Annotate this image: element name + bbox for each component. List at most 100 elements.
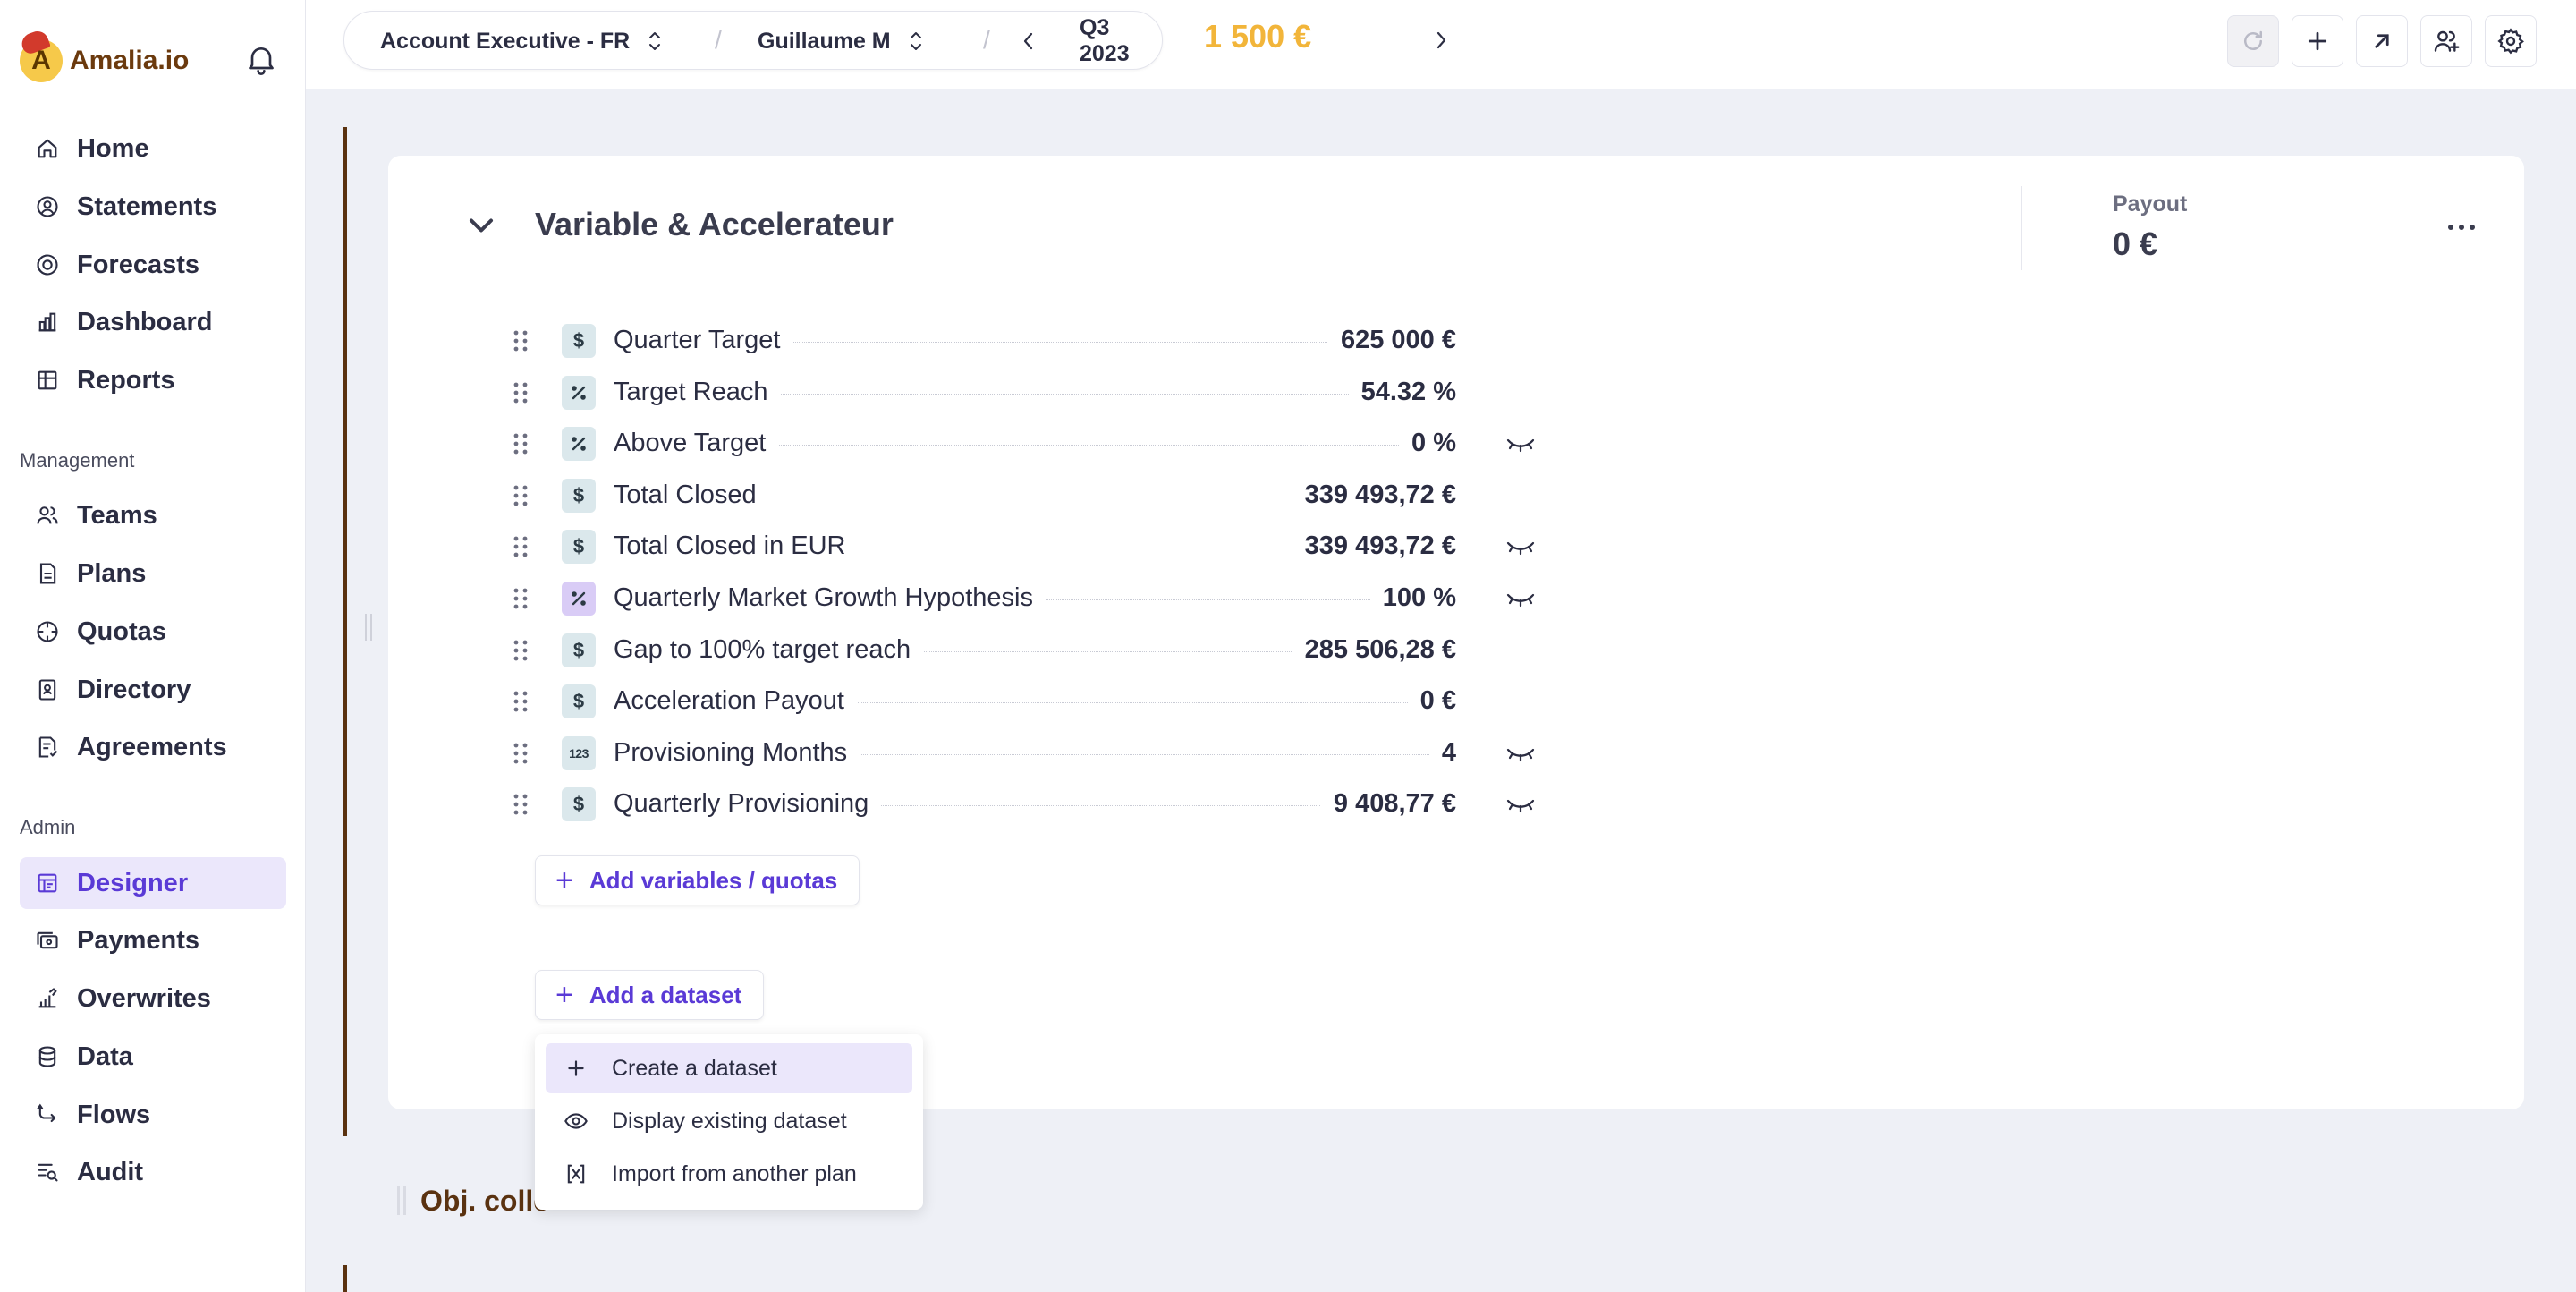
variable-row[interactable]: $ Total Closed in EUR 339 493,72 € xyxy=(508,524,2002,569)
chevron-down-icon xyxy=(469,218,494,233)
open-external-button[interactable] xyxy=(2356,15,2408,67)
plus-icon xyxy=(2308,31,2327,51)
menu-item-create-dataset[interactable]: Create a dataset xyxy=(546,1043,912,1093)
user-plus-icon xyxy=(2434,30,2460,52)
sidebar-item-label: Statements xyxy=(77,191,217,221)
variable-row[interactable]: Quarterly Market Growth Hypothesis 100 % xyxy=(508,576,2002,621)
drag-handle-icon[interactable] xyxy=(508,327,533,354)
eye-closed-icon[interactable] xyxy=(1503,740,1538,767)
notifications-bell-icon[interactable] xyxy=(243,41,279,77)
settings-button[interactable] xyxy=(2485,15,2537,67)
drag-handle-icon[interactable] xyxy=(508,379,533,406)
add-variables-button[interactable]: + Add variables / quotas xyxy=(535,855,860,905)
sidebar-item-reports[interactable]: Reports xyxy=(20,354,286,406)
sidebar-item-designer[interactable]: Designer xyxy=(20,857,286,909)
sidebar-item-data[interactable]: Data xyxy=(20,1031,286,1083)
sidebar-item-teams[interactable]: Teams xyxy=(20,489,286,541)
sidebar-item-label: Overwrites xyxy=(77,983,211,1013)
variable-row[interactable]: Above Target 0 % xyxy=(508,421,2002,466)
variable-row[interactable]: Target Reach 54.32 % xyxy=(508,370,2002,415)
leader-dots xyxy=(614,394,1429,395)
variable-row[interactable]: $ Quarter Target 625 000 € xyxy=(508,319,2002,363)
total-payout: 1 500 € xyxy=(1204,18,1312,55)
next-period-chevron[interactable] xyxy=(1119,12,1140,71)
brand[interactable]: A Amalia.io xyxy=(20,36,189,86)
variable-row[interactable]: $ Total Closed 339 493,72 € xyxy=(508,473,2002,518)
leader-dots xyxy=(614,342,1429,343)
sidebar-item-label: Designer xyxy=(77,868,189,897)
refresh-button[interactable] xyxy=(2227,15,2279,67)
add-user-button[interactable] xyxy=(2420,15,2472,67)
drag-handle-icon[interactable] xyxy=(508,482,533,509)
sidebar-item-directory[interactable]: Directory xyxy=(20,664,286,716)
variable-name[interactable]: Target Reach xyxy=(614,378,781,407)
more-options-button[interactable] xyxy=(2440,215,2483,240)
variable-value-cell: 0 % xyxy=(1134,429,1456,458)
variable-row[interactable]: $ Quarterly Provisioning 9 408,77 € xyxy=(508,782,2002,827)
sidebar-item-home[interactable]: Home xyxy=(20,123,286,174)
sidebar-item-payments[interactable]: Payments xyxy=(20,914,286,966)
drag-handle-icon[interactable] xyxy=(508,430,533,457)
divider xyxy=(2021,186,2022,270)
prev-period-button[interactable] xyxy=(1019,12,1038,71)
plus-icon xyxy=(558,1057,594,1080)
collapse-button[interactable] xyxy=(462,206,501,245)
sidebar-item-quotas[interactable]: Quotas xyxy=(20,606,286,658)
admin-section-label: Admin xyxy=(20,816,76,838)
contact-book-icon xyxy=(32,675,63,705)
eye-closed-icon[interactable] xyxy=(1503,533,1538,560)
eye-closed-icon[interactable] xyxy=(1503,430,1538,457)
drag-handle-icon[interactable] xyxy=(508,637,533,664)
variable-row[interactable]: 123 Provisioning Months 4 xyxy=(508,731,2002,776)
leader-dots xyxy=(614,651,1429,652)
variable-name[interactable]: Total Closed in EUR xyxy=(614,531,859,561)
sidebar-item-agreements[interactable]: Agreements xyxy=(20,721,286,773)
variable-name[interactable]: Above Target xyxy=(614,429,779,458)
variable-value-cell: 285 506,28 € xyxy=(1134,635,1456,665)
next-period-button[interactable] xyxy=(1431,11,1451,70)
chevron-up-down-icon xyxy=(907,30,925,53)
drag-handle-icon[interactable] xyxy=(508,533,533,560)
add-button[interactable] xyxy=(2292,15,2343,67)
variable-value: 54.32 % xyxy=(1348,378,1456,406)
user-selector[interactable]: Guillaume M xyxy=(758,12,925,71)
plan-selector[interactable]: Account Executive - FR xyxy=(380,12,664,71)
drag-handle-icon[interactable] xyxy=(508,791,533,818)
variable-name[interactable]: Total Closed xyxy=(614,480,769,510)
variable-name[interactable]: Acceleration Payout xyxy=(614,686,857,716)
sidebar-item-audit[interactable]: Audit xyxy=(20,1146,286,1198)
variable-value: 339 493,72 € xyxy=(1292,480,1456,509)
sidebar-item-overwrites[interactable]: Overwrites xyxy=(20,973,286,1024)
variable-name[interactable]: Quarterly Market Growth Hypothesis xyxy=(614,583,1046,613)
next-rule-section[interactable]: Obj. collc xyxy=(397,1181,549,1220)
eye-closed-icon[interactable] xyxy=(1503,585,1538,612)
rule-title: Variable & Accelerateur xyxy=(535,206,894,242)
forecast-icon xyxy=(32,250,63,280)
section-accent-bar xyxy=(343,1265,347,1292)
variable-value: 285 506,28 € xyxy=(1292,635,1456,664)
menu-item-display-dataset[interactable]: Display existing dataset xyxy=(546,1096,912,1146)
menu-item-import-plan[interactable]: Import from another plan xyxy=(546,1149,912,1199)
top-bar: Account Executive - FR / Guillaume M / Q… xyxy=(306,0,2576,89)
drag-handle-icon[interactable] xyxy=(508,585,533,612)
sidebar-item-statements[interactable]: Statements xyxy=(20,181,286,233)
sidebar-item-dashboard[interactable]: Dashboard xyxy=(20,296,286,348)
sidebar-item-flows[interactable]: Flows xyxy=(20,1089,286,1141)
add-dataset-button[interactable]: + Add a dataset xyxy=(535,970,765,1020)
variable-row[interactable]: $ Acceleration Payout 0 € xyxy=(508,679,2002,724)
drag-handle-icon[interactable] xyxy=(508,740,533,767)
variable-name[interactable]: Quarterly Provisioning xyxy=(614,789,882,819)
drag-handle-icon[interactable] xyxy=(508,688,533,715)
variable-name[interactable]: Quarter Target xyxy=(614,326,793,355)
variable-name[interactable]: Provisioning Months xyxy=(614,738,860,768)
variable-name[interactable]: Gap to 100% target reach xyxy=(614,635,924,665)
variable-row[interactable]: $ Gap to 100% target reach 285 506,28 € xyxy=(508,628,2002,673)
eye-closed-icon[interactable] xyxy=(1503,791,1538,818)
payments-icon xyxy=(32,925,63,956)
variable-value-cell: 339 493,72 € xyxy=(1134,531,1456,561)
payout-label: Payout xyxy=(2113,191,2188,217)
sidebar-item-plans[interactable]: Plans xyxy=(20,548,286,599)
ellipsis-icon xyxy=(2448,225,2475,230)
resize-handle[interactable] xyxy=(365,614,372,641)
sidebar-item-forecasts[interactable]: Forecasts xyxy=(20,239,286,291)
